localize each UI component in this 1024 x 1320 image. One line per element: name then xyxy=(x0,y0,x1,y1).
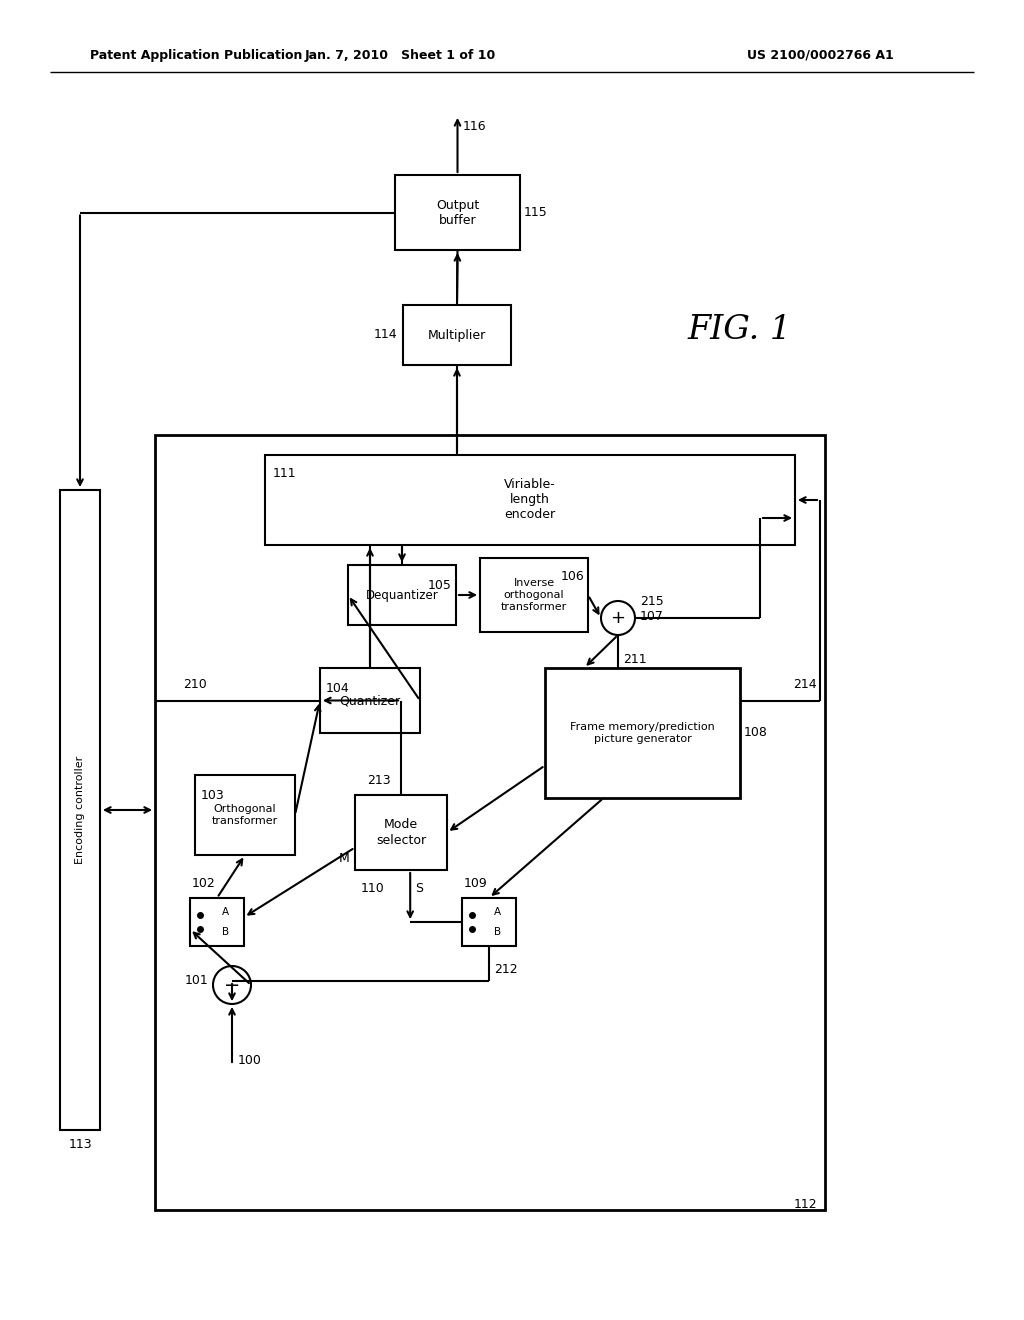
Text: Output
buffer: Output buffer xyxy=(436,198,479,227)
Text: Multiplier: Multiplier xyxy=(428,329,486,342)
Text: 215: 215 xyxy=(640,595,664,609)
Text: S: S xyxy=(415,882,423,895)
Text: 107: 107 xyxy=(640,610,664,623)
Text: Mode
selector: Mode selector xyxy=(376,818,426,846)
Text: 105: 105 xyxy=(428,579,452,591)
Text: Inverse
orthogonal
transformer: Inverse orthogonal transformer xyxy=(501,578,567,611)
Text: +: + xyxy=(610,609,626,627)
Text: FIG. 1: FIG. 1 xyxy=(688,314,792,346)
Bar xyxy=(195,775,295,855)
Bar xyxy=(480,558,588,632)
Bar xyxy=(395,176,520,249)
Text: 111: 111 xyxy=(273,467,297,480)
Bar xyxy=(155,436,825,1210)
Text: 101: 101 xyxy=(184,974,208,987)
Text: 112: 112 xyxy=(794,1199,817,1210)
Text: Frame memory/prediction
picture generator: Frame memory/prediction picture generato… xyxy=(570,722,715,743)
Text: Patent Application Publication: Patent Application Publication xyxy=(90,49,302,62)
Text: B: B xyxy=(222,927,229,937)
Text: 108: 108 xyxy=(744,726,768,739)
Bar xyxy=(348,565,456,624)
Bar xyxy=(355,795,447,870)
Text: 213: 213 xyxy=(368,774,391,787)
Text: 114: 114 xyxy=(374,329,397,342)
Bar xyxy=(319,668,420,733)
Text: 210: 210 xyxy=(183,677,207,690)
Text: 113: 113 xyxy=(69,1138,92,1151)
Bar xyxy=(190,898,244,946)
Text: Viriable-
length
encoder: Viriable- length encoder xyxy=(504,479,556,521)
Text: 214: 214 xyxy=(794,677,817,690)
Text: A: A xyxy=(222,907,229,917)
Text: US 2100/0002766 A1: US 2100/0002766 A1 xyxy=(746,49,893,62)
Text: M: M xyxy=(338,853,349,866)
Bar xyxy=(403,305,511,366)
Text: 104: 104 xyxy=(326,682,350,696)
Text: 106: 106 xyxy=(560,570,584,583)
Text: Encoding controller: Encoding controller xyxy=(75,756,85,865)
Text: 116: 116 xyxy=(463,120,486,133)
Text: −: − xyxy=(224,975,241,994)
Text: 100: 100 xyxy=(238,1053,262,1067)
Text: Jan. 7, 2010   Sheet 1 of 10: Jan. 7, 2010 Sheet 1 of 10 xyxy=(304,49,496,62)
Bar xyxy=(265,455,795,545)
Text: Orthogonal
transformer: Orthogonal transformer xyxy=(212,804,279,826)
Text: B: B xyxy=(495,927,502,937)
Text: Dequantizer: Dequantizer xyxy=(366,589,438,602)
Text: 109: 109 xyxy=(464,876,487,890)
Text: 212: 212 xyxy=(494,964,517,975)
Text: 211: 211 xyxy=(623,653,646,667)
Bar xyxy=(545,668,740,799)
Text: 110: 110 xyxy=(361,882,385,895)
Text: 115: 115 xyxy=(524,206,548,219)
Text: 102: 102 xyxy=(193,876,216,890)
Text: Quantizer: Quantizer xyxy=(339,694,400,708)
Text: 103: 103 xyxy=(201,789,224,803)
Text: A: A xyxy=(495,907,502,917)
Bar xyxy=(60,490,100,1130)
Bar xyxy=(462,898,516,946)
